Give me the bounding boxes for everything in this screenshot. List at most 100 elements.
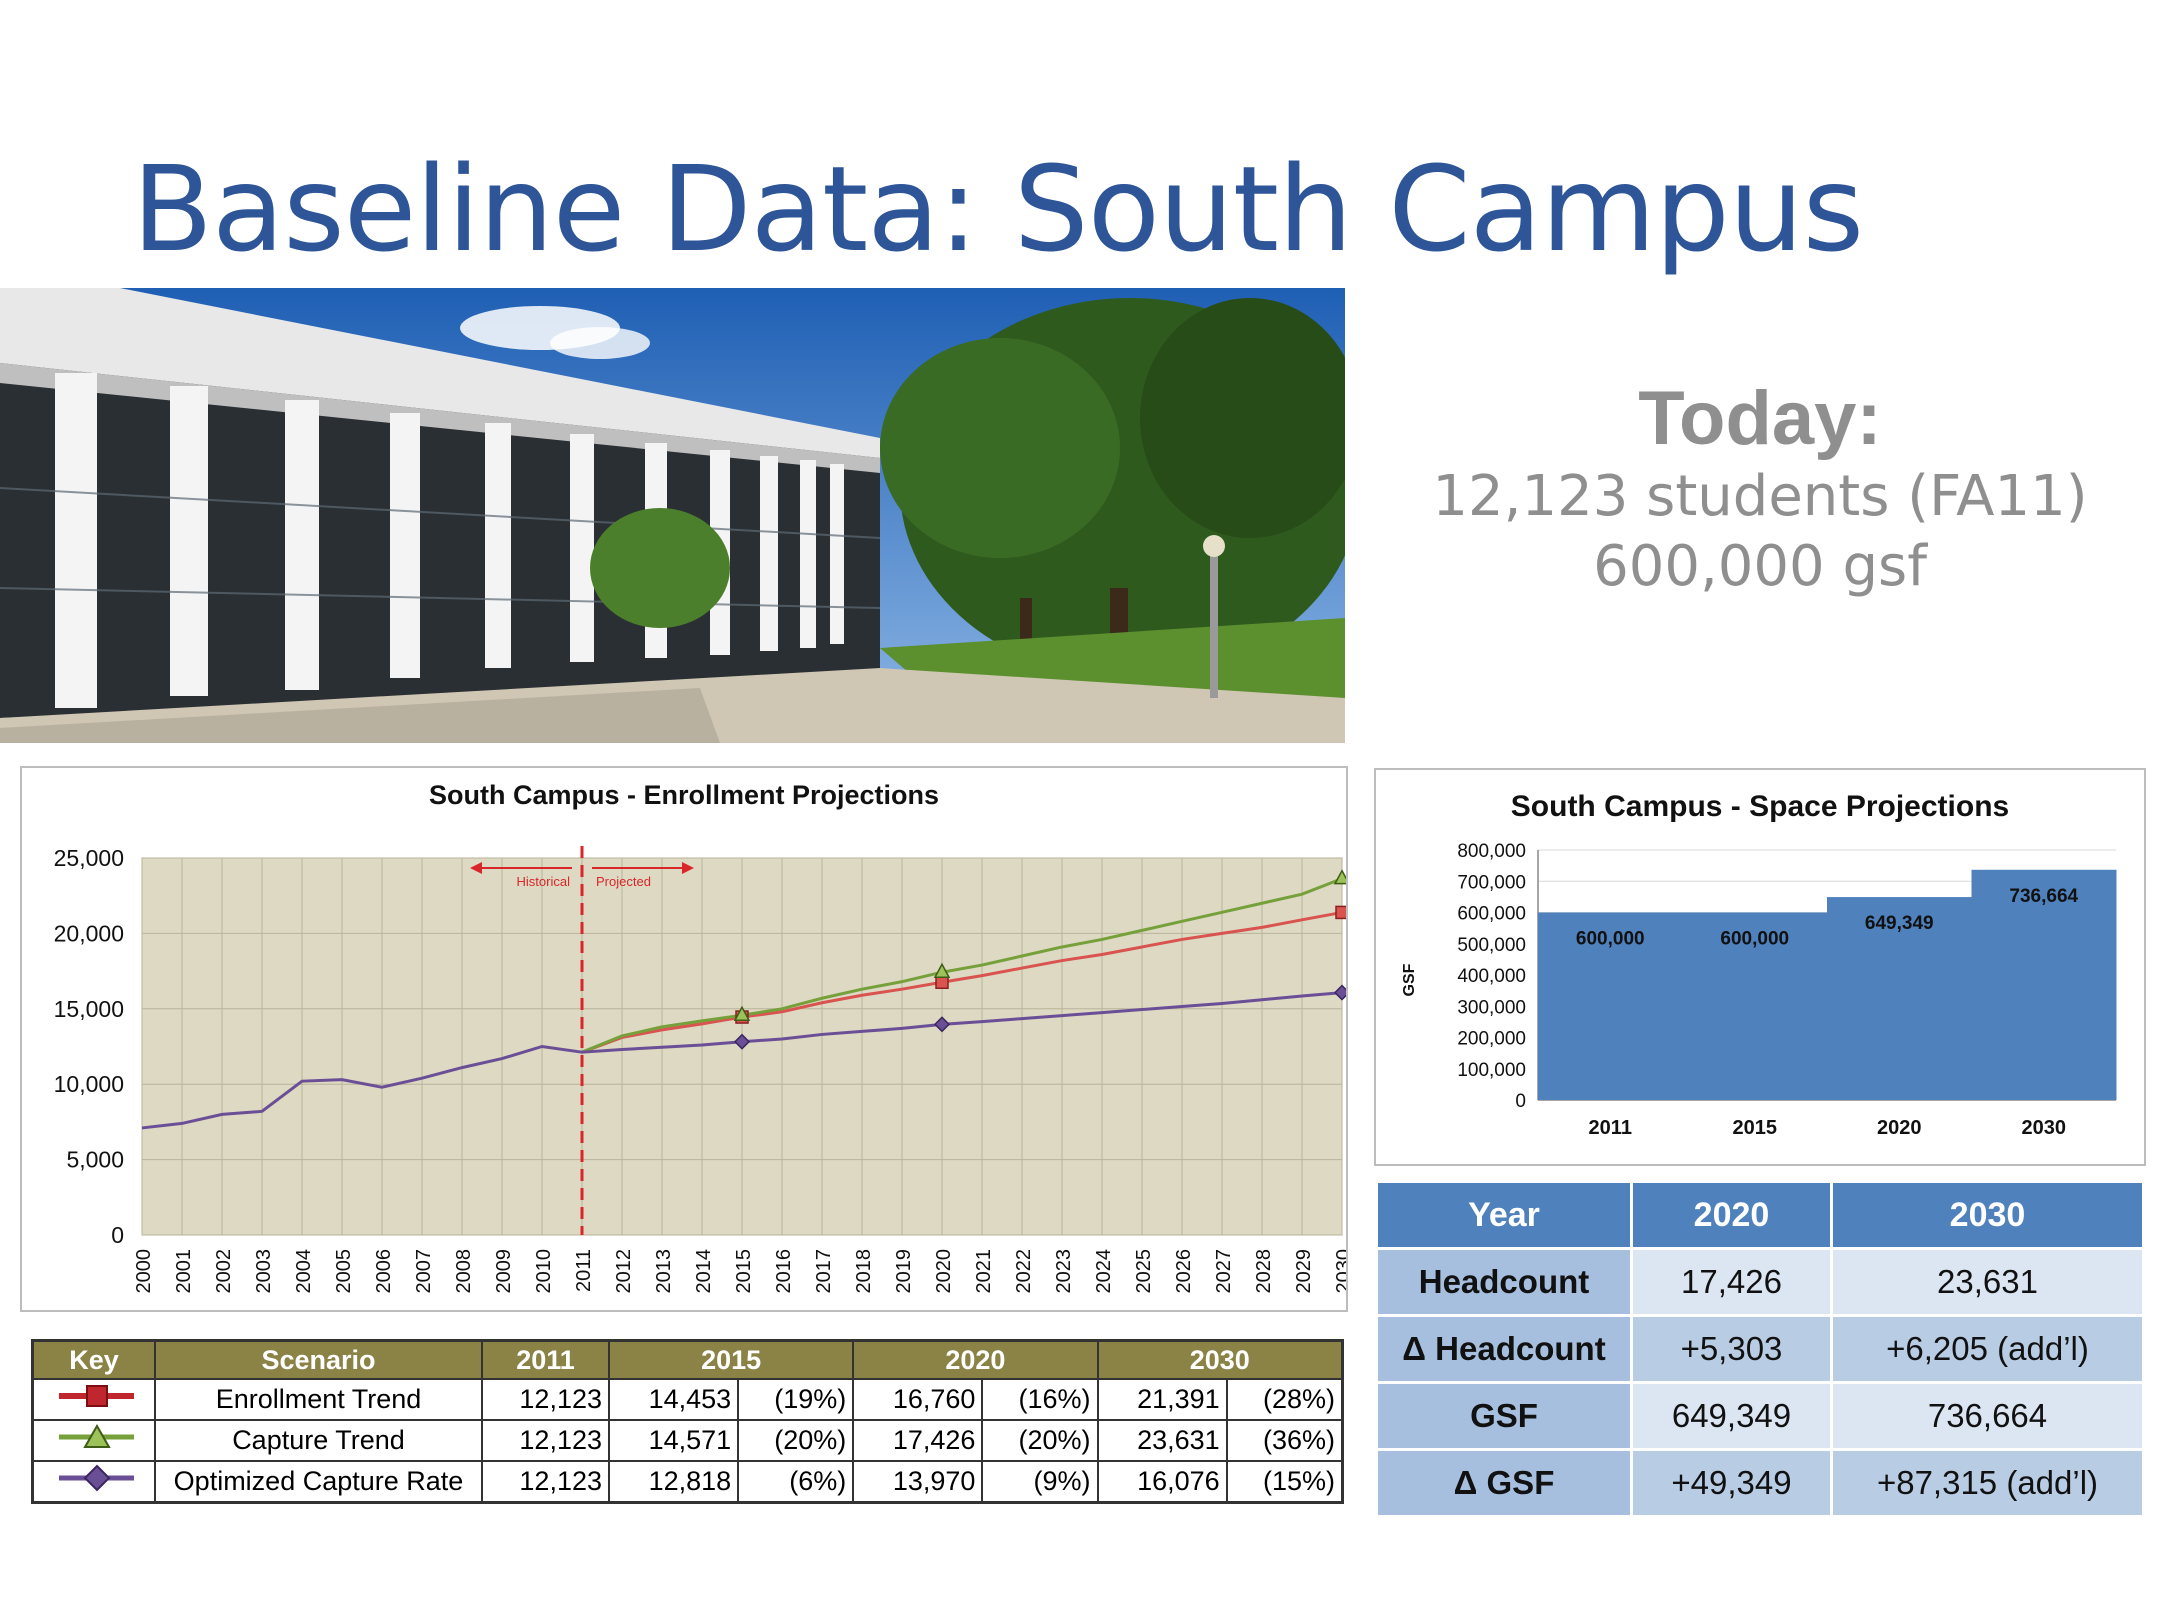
cell-2020: 17,426 — [1630, 1247, 1833, 1317]
bar-data-label: 600,000 — [1720, 929, 1789, 950]
projected-annotation: Projected — [596, 874, 651, 889]
capture-trend-point — [933, 962, 951, 978]
table-row: Headcount 17,426 23,631 — [1375, 1247, 2145, 1317]
cell-2030-pct: (28%) — [1225, 1378, 1344, 1421]
x-tick-label: 2013 — [653, 1249, 675, 1294]
cell-2020: 13,970 — [852, 1460, 984, 1504]
x-tick-label: 2008 — [453, 1249, 475, 1294]
x-tick-label: 2009 — [493, 1249, 515, 1294]
cell-2011: 12,123 — [481, 1460, 610, 1504]
cell-2020-pct: (16%) — [981, 1378, 1099, 1421]
cell-2020-pct: (9%) — [981, 1460, 1099, 1504]
x-tick-label: 2025 — [1133, 1249, 1155, 1294]
x-tick-label: 2004 — [293, 1249, 315, 1294]
y-tick-label: 0 — [111, 1222, 124, 1248]
key-swatch-capture — [31, 1419, 156, 1462]
cell-2011: 12,123 — [481, 1378, 610, 1421]
x-tick-label: 2005 — [333, 1249, 355, 1294]
optimized-capture-point — [933, 1016, 951, 1033]
x-tick-label: 2017 — [813, 1249, 835, 1294]
cell-2030: 736,664 — [1830, 1381, 2145, 1451]
x-tick-label: 2002 — [213, 1249, 235, 1294]
space-bar — [1971, 869, 2117, 1100]
y-tick-label: 300,000 — [1457, 997, 1526, 1018]
y-tick-label: 15,000 — [54, 996, 124, 1022]
x-tick-label: 2003 — [253, 1249, 275, 1294]
header-2030: 2030 — [1830, 1180, 2145, 1250]
enrollment-chart-title: South Campus - Enrollment Projections — [429, 780, 939, 810]
x-tick-label: 2007 — [413, 1249, 435, 1294]
cell-2011: 12,123 — [481, 1419, 610, 1462]
cell-2030: 16,076 — [1096, 1460, 1228, 1504]
header-2030: 2030 — [1096, 1339, 1344, 1380]
header-key: Key — [31, 1339, 156, 1380]
cell-2030: 23,631 — [1096, 1419, 1228, 1462]
optimized-capture-point — [733, 1033, 751, 1050]
cell-2030: +6,205 (add’l) — [1830, 1314, 2145, 1384]
scenario-name: Enrollment Trend — [154, 1378, 483, 1421]
x-tick-label: 2024 — [1093, 1249, 1115, 1294]
header-year: Year — [1375, 1180, 1633, 1250]
cell-2030-pct: (36%) — [1225, 1419, 1344, 1462]
x-tick-label: 2021 — [973, 1249, 995, 1294]
x-tick-label: 2022 — [1013, 1249, 1035, 1294]
enrollment-chart-panel: South Campus - Enrollment Projections 0 5… — [20, 766, 1355, 1312]
cell-2020: 16,760 — [852, 1378, 984, 1421]
row-label: Headcount — [1375, 1247, 1633, 1317]
header-2015: 2015 — [607, 1339, 855, 1380]
capture-trend-line — [581, 877, 1343, 1054]
slide-title: Baseline Data: South Campus — [132, 140, 1864, 278]
space-bar — [1682, 912, 1828, 1100]
cell-2015-pct: (6%) — [737, 1460, 855, 1504]
header-2020: 2020 — [852, 1339, 1099, 1380]
y-tick-label: 200,000 — [1457, 1029, 1526, 1050]
y-tick-label: 20,000 — [54, 920, 124, 946]
triangle-marker-icon — [59, 1423, 134, 1448]
today-students: 12,123 students (FA11) — [1432, 464, 2088, 529]
y-tick-label: 100,000 — [1457, 1060, 1526, 1081]
cell-2020: +49,349 — [1630, 1448, 1833, 1518]
table-row: Δ GSF +49,349 +87,315 (add’l) — [1375, 1448, 2145, 1518]
cell-2030: 21,391 — [1096, 1378, 1228, 1421]
x-tick-label: 2020 — [933, 1249, 955, 1294]
y-tick-label: 5,000 — [66, 1147, 124, 1173]
cell-2020: 649,349 — [1630, 1381, 1833, 1451]
cell-2015-pct: (19%) — [737, 1378, 855, 1421]
row-label: GSF — [1375, 1381, 1633, 1451]
today-gsf: 600,000 gsf — [1593, 534, 1927, 599]
scenario-key-table: Key Scenario 2011 2015 2020 2030 Enrollm… — [31, 1339, 1344, 1504]
y-tick-label: 700,000 — [1457, 872, 1526, 893]
optimized-capture-line — [581, 991, 1343, 1054]
bar-data-label: 600,000 — [1576, 929, 1645, 950]
x-tick-label: 2030 — [1333, 1249, 1346, 1294]
table-row: Enrollment Trend 12,123 14,453 (19%) 16,… — [31, 1378, 1344, 1421]
table-row: GSF 649,349 736,664 — [1375, 1381, 2145, 1451]
today-heading: Today: — [1638, 376, 1882, 461]
enrollment-trend-point — [935, 975, 949, 990]
historical-annotation: Historical — [517, 874, 571, 889]
x-tick-label: 2015 — [1733, 1117, 1778, 1139]
header-2011: 2011 — [481, 1339, 610, 1380]
header-2020: 2020 — [1630, 1180, 1833, 1250]
capture-trend-point — [1333, 869, 1351, 885]
x-tick-label: 2000 — [133, 1249, 155, 1294]
campus-photo — [0, 288, 1345, 743]
row-label: Δ Headcount — [1375, 1314, 1633, 1384]
x-tick-label: 2011 — [573, 1249, 595, 1292]
cell-2020: 17,426 — [852, 1419, 984, 1462]
stats-table-header: Year 2020 2030 — [1375, 1180, 2145, 1250]
y-tick-label: 500,000 — [1457, 935, 1526, 956]
y-tick-label: 800,000 — [1457, 841, 1526, 862]
historical-arrowhead — [470, 862, 482, 874]
bar-data-label: 649,349 — [1865, 913, 1934, 934]
diamond-marker-icon — [59, 1464, 134, 1492]
capture-trend-point — [733, 1005, 751, 1022]
x-tick-label: 2015 — [733, 1249, 755, 1294]
header-scenario: Scenario — [154, 1339, 483, 1380]
cell-2030: +87,315 (add’l) — [1830, 1448, 2145, 1518]
row-label: Δ GSF — [1375, 1448, 1633, 1518]
cell-2015: 14,571 — [607, 1419, 740, 1462]
enrollment-chart: South Campus - Enrollment Projections 0 5… — [54, 780, 1355, 1294]
x-tick-label: 2029 — [1293, 1249, 1315, 1294]
cell-2015: 14,453 — [607, 1378, 740, 1421]
